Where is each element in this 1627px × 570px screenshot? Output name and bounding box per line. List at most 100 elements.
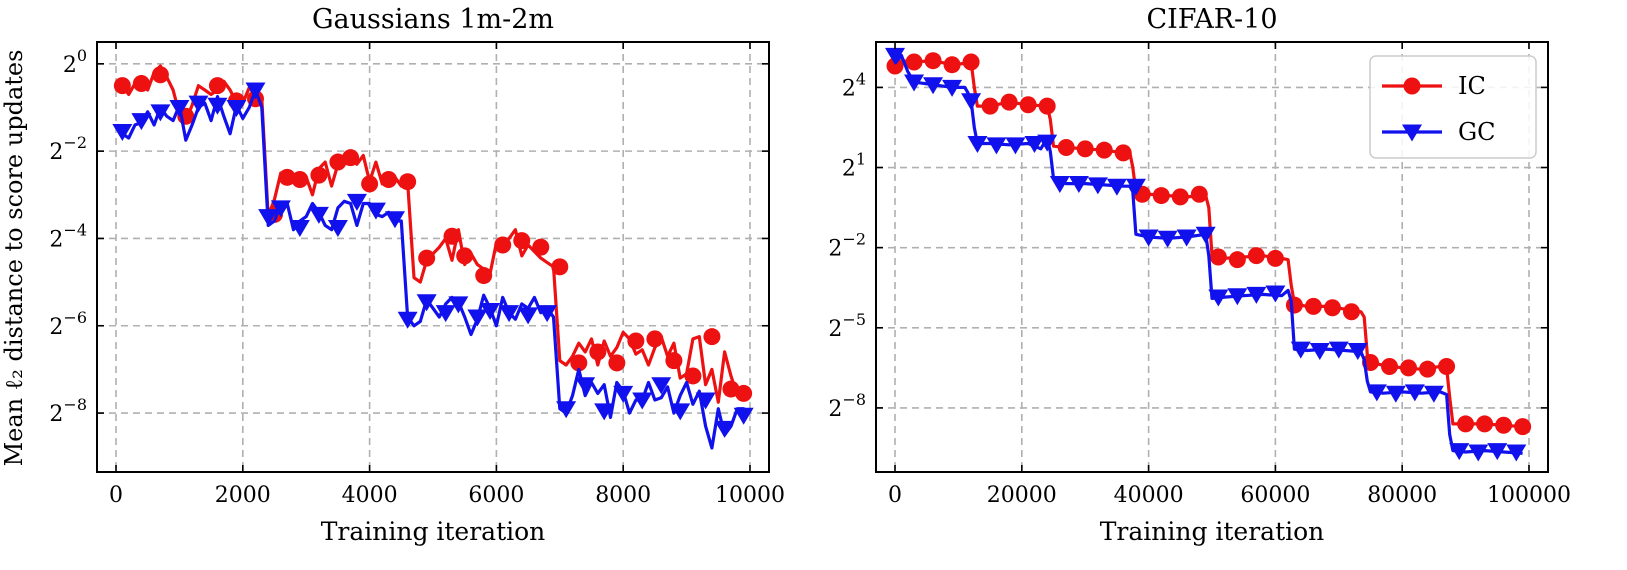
axes-frame (875, 41, 1549, 473)
marker-gc (1024, 135, 1045, 153)
x-axis-label: Training iteration (1100, 517, 1325, 546)
marker-ic (342, 149, 360, 167)
marker-gc (594, 403, 615, 421)
marker-ic (703, 328, 721, 346)
x-axis-label: Training iteration (321, 517, 546, 546)
y-tick-label: 2−6 (49, 308, 87, 340)
marker-gc (942, 79, 963, 97)
plot-area-cifar10 (885, 47, 1532, 462)
marker-ic (570, 354, 588, 372)
marker-gc (1246, 286, 1267, 304)
y-tick-label: 2−2 (49, 133, 87, 165)
marker-ic (1438, 358, 1456, 376)
marker-ic (962, 53, 980, 71)
marker-ic (684, 367, 702, 385)
series-line-gc (121, 88, 751, 450)
marker-ic (278, 168, 296, 186)
marker-ic (551, 258, 569, 276)
marker-ic (361, 175, 379, 193)
marker-gc (448, 296, 469, 314)
marker-ic (1266, 249, 1284, 267)
marker-gc (632, 392, 653, 410)
x-tick-label: 0 (109, 483, 123, 508)
marker-gc (346, 193, 367, 211)
marker-ic (310, 166, 328, 184)
marker-gc (397, 311, 418, 329)
marker-gc (1195, 226, 1216, 244)
marker-gc (384, 211, 405, 229)
marker-ic (1057, 138, 1075, 156)
marker-gc (1423, 385, 1444, 403)
marker-ic (1190, 185, 1208, 203)
marker-gc (1087, 177, 1108, 195)
marker-gc (537, 305, 558, 323)
marker-gc (1404, 384, 1425, 402)
marker-ic (1342, 303, 1360, 321)
marker-ic (1457, 415, 1475, 433)
marker-gc (1106, 178, 1127, 196)
axes-frame (96, 41, 770, 473)
marker-ic (1038, 97, 1056, 115)
panel-cifar10: 0 20000 40000 60000 80000 100000 24 21 2−2 2−5 2−8… (828, 4, 1571, 546)
y-tick-label: 2−8 (49, 395, 87, 427)
legend-label-ic: IC (1458, 72, 1486, 100)
marker-gc (1366, 384, 1387, 402)
marker-gc (518, 307, 539, 325)
marker-ic (1476, 415, 1494, 433)
marker-ic (1381, 358, 1399, 376)
marker-ic (924, 52, 942, 70)
marker-gc (1138, 229, 1159, 247)
x-tick-label: 20000 (987, 483, 1057, 508)
legend: IC GC (1369, 55, 1537, 159)
marker-ic (113, 77, 131, 95)
marker-ic (494, 236, 512, 254)
marker-ic (943, 56, 961, 74)
marker-gc (207, 97, 228, 115)
marker-ic (1514, 418, 1532, 436)
marker-gc (416, 294, 437, 312)
marker-gc (695, 392, 716, 410)
marker-ic (532, 238, 550, 256)
marker-gc (480, 302, 501, 320)
marker-gc (1125, 178, 1146, 196)
marker-gc (435, 305, 456, 323)
marker-ic (1095, 141, 1113, 159)
chart-title: Gaussians 1m-2m (312, 4, 554, 35)
marker-ic (132, 74, 150, 92)
marker-gc (258, 209, 279, 227)
marker-gc (651, 377, 672, 395)
marker-ic (380, 171, 398, 189)
marker-ic (589, 343, 607, 361)
marker-ic (1400, 359, 1418, 377)
marker-gc (308, 206, 329, 224)
grid-gaussians (97, 42, 769, 472)
marker-gc (1487, 443, 1508, 461)
marker-ic (1304, 297, 1322, 315)
marker-ic (1019, 96, 1037, 114)
marker-gc (1265, 285, 1286, 303)
series-line-ic (121, 64, 751, 404)
marker-gc (1347, 342, 1368, 360)
marker-gc (1449, 443, 1470, 461)
marker-gc (556, 401, 577, 419)
x-tick-label: 80000 (1367, 483, 1437, 508)
marker-gc (1005, 137, 1026, 155)
legend-marker-gc (1402, 124, 1422, 142)
marker-gc (289, 220, 310, 238)
marker-ic (886, 57, 904, 75)
marker-gc (714, 420, 735, 438)
marker-ic (475, 267, 493, 285)
marker-gc (670, 403, 691, 421)
marker-gc (188, 95, 209, 113)
y-tick-label: 2−2 (828, 230, 866, 262)
marker-gc (499, 305, 520, 323)
marker-ic (735, 384, 753, 402)
plot-area-gaussians (112, 64, 754, 450)
x-tick-label: 10000 (715, 483, 785, 508)
marker-ic (1076, 140, 1094, 158)
chart-title: CIFAR-10 (1146, 4, 1277, 35)
marker-ic (443, 227, 461, 245)
marker-gc (967, 135, 988, 153)
marker-gc (904, 74, 925, 92)
